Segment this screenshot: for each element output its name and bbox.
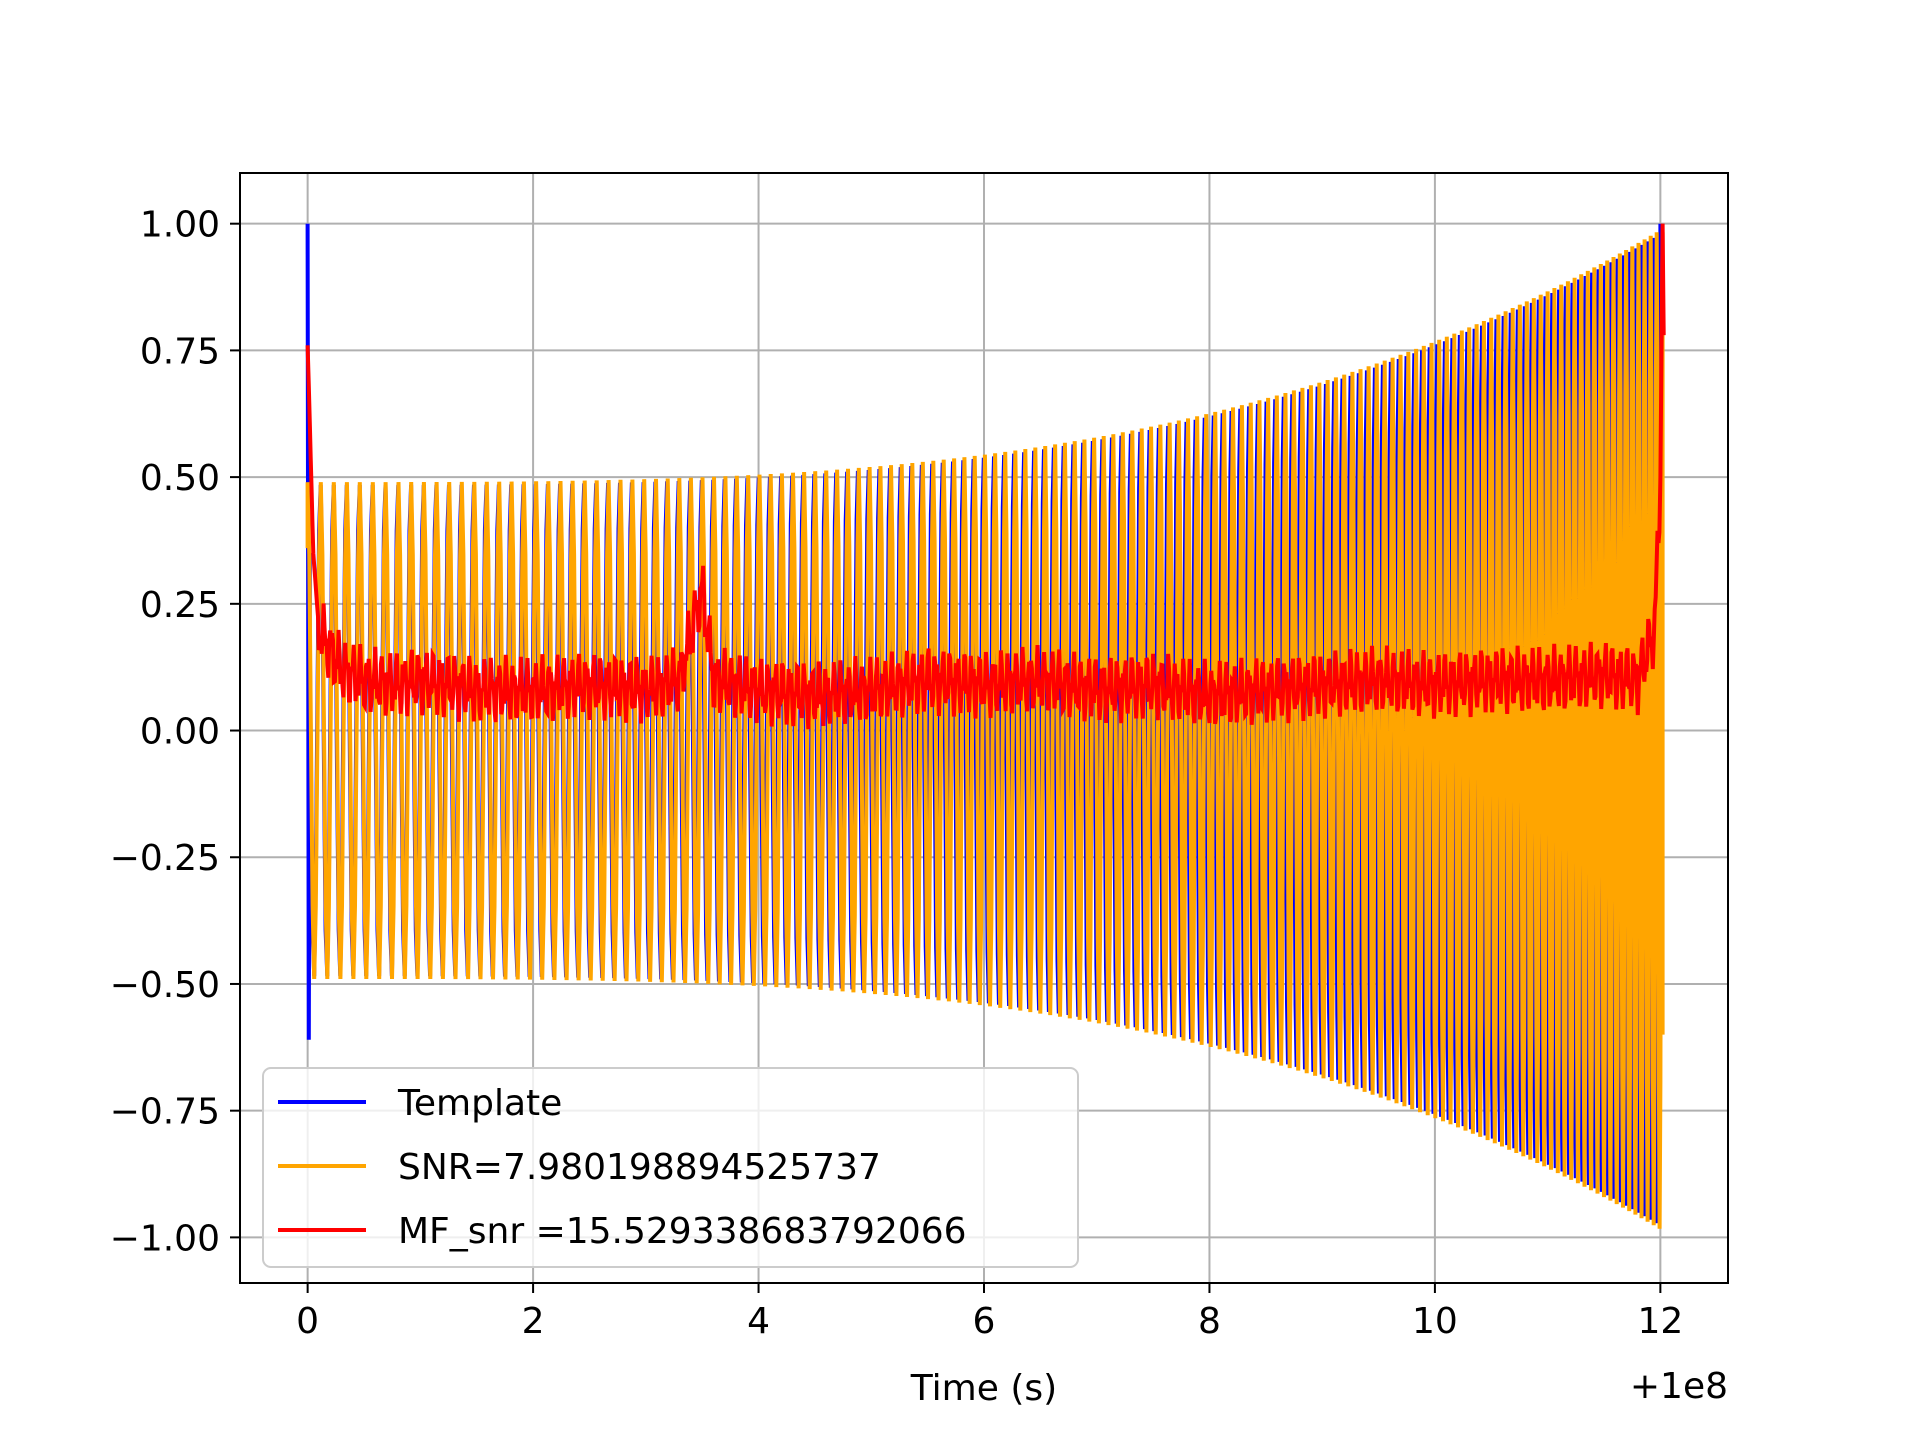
series-mf-snr-line [305, 223, 1666, 730]
axis-ticks: 0 2 4 6 8 10 12 −1.00 −0.75 −0.50 −0.25 0.00 0.25 0.5… [110, 205, 1684, 1342]
y-tick-label: −0.50 [110, 965, 220, 1006]
series-snr-line [305, 232, 1665, 1229]
x-axis-label: Time (s) [910, 1368, 1057, 1409]
y-tick-label: 0.00 [140, 712, 220, 753]
legend-label: MF_snr =15.529338683792066 [398, 1211, 967, 1252]
x-tick-label: 12 [1637, 1301, 1683, 1342]
legend-label: Template [397, 1083, 562, 1124]
legend: Template SNR=7.980198894525737 MF_snr =15.… [262, 1067, 1079, 1268]
legend-box [262, 1067, 1079, 1268]
x-tick-label: 2 [522, 1301, 545, 1342]
x-tick-label: 4 [747, 1301, 770, 1342]
y-tick-label: 0.75 [140, 331, 220, 372]
series-layer [305, 223, 1666, 1229]
legend-label: SNR=7.980198894525737 [398, 1147, 881, 1188]
x-tick-label: 0 [296, 1301, 319, 1342]
x-offset-label: +1e8 [1630, 1366, 1728, 1407]
y-tick-label: 0.25 [140, 585, 220, 626]
y-tick-label: 1.00 [140, 205, 220, 246]
x-tick-label: 6 [973, 1301, 996, 1342]
y-tick-label: −0.25 [110, 838, 220, 879]
y-tick-label: −0.75 [110, 1092, 220, 1133]
x-tick-label: 8 [1198, 1301, 1221, 1342]
x-tick-label: 10 [1412, 1301, 1458, 1342]
y-tick-label: 0.50 [140, 458, 220, 499]
y-tick-label: −1.00 [110, 1218, 220, 1259]
